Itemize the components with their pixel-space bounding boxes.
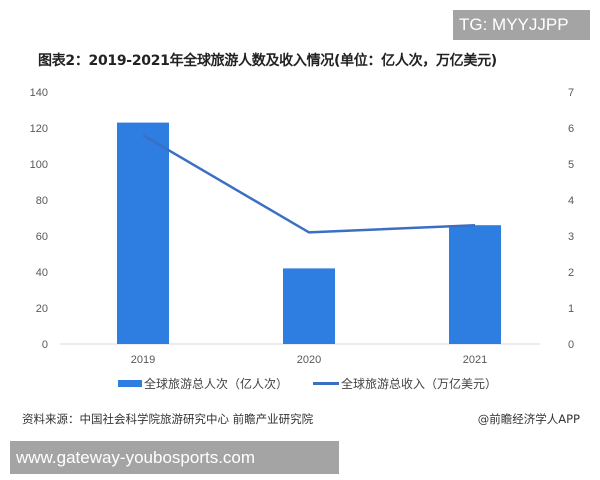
right-tick-label: 5 [568,159,574,171]
left-tick-label: 120 [30,123,48,135]
right-tick-label: 4 [568,195,574,207]
line-series [142,134,476,234]
bar-2019 [117,122,169,344]
legend-line-swatch [313,382,339,385]
legend-bar-swatch [118,380,142,387]
left-tick-label: 100 [30,159,48,171]
bar-2020 [283,268,335,344]
x-axis-ticks: 2019 2020 2021 [131,354,487,366]
x-tick-label: 2021 [463,354,487,366]
left-tick-label: 80 [36,195,48,207]
right-axis-ticks: 0 1 2 3 4 5 6 7 [568,87,574,351]
left-tick-label: 140 [30,87,48,99]
right-tick-label: 0 [568,339,574,351]
legend-bar-label: 全球旅游总人次（亿人次） [144,377,289,391]
app-credit: @前瞻经济学人APP [477,412,580,426]
bar-2021 [449,225,501,344]
chart-title: 图表2：2019-2021年全球旅游人数及收入情况(单位：亿人次，万亿美元) [38,53,497,69]
right-tick-label: 7 [568,87,574,99]
watermark-badge: TG: MYYJJPP [453,10,590,40]
left-tick-label: 0 [42,339,48,351]
legend-item-line: 全球旅游总收入（万亿美元） [313,375,497,392]
source-note: 资料来源：中国社会科学院旅游研究中心 前瞻产业研究院 [22,412,314,426]
left-axis-ticks: 0 20 40 60 80 100 120 140 [30,87,48,351]
bar-series [117,122,501,344]
legend-item-bar: 全球旅游总人次（亿人次） [118,375,288,392]
url-badge: www.gateway-youbosports.com [10,441,339,474]
left-tick-label: 20 [36,303,48,315]
x-tick-label: 2019 [131,354,155,366]
chart-plot: 0 20 40 60 80 100 120 140 0 1 2 3 4 5 6 7 2019 2020 2021 [30,87,574,366]
right-tick-label: 3 [568,231,574,243]
x-tick-label: 2020 [297,354,321,366]
left-tick-label: 40 [36,267,48,279]
right-tick-label: 2 [568,267,574,279]
legend-line-label: 全球旅游总收入（万亿美元） [341,377,498,391]
right-tick-label: 1 [568,303,574,315]
right-tick-label: 6 [568,123,574,135]
left-tick-label: 60 [36,231,48,243]
